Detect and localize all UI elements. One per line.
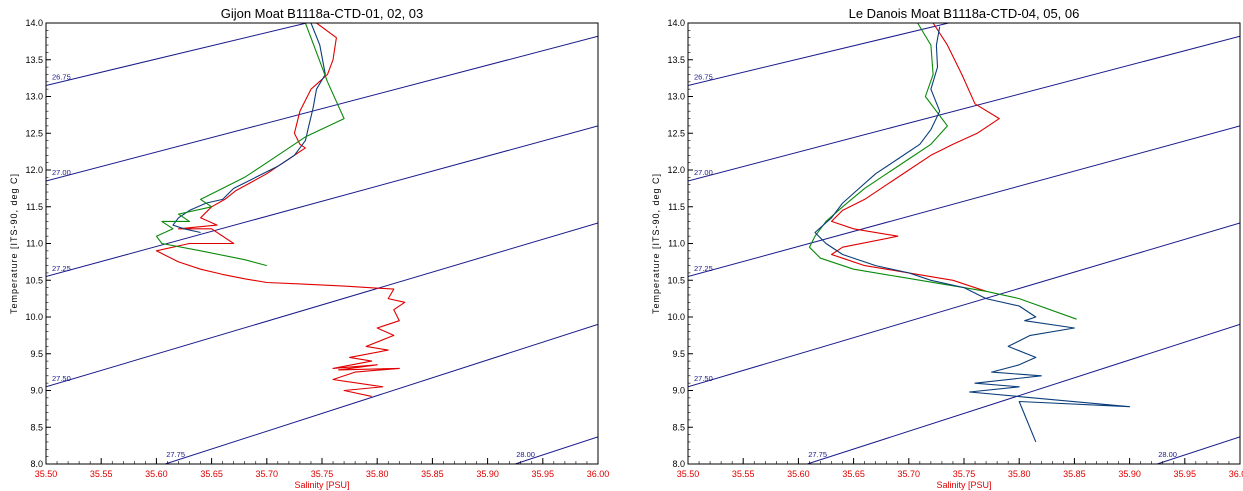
y-tick-label: 9.5 bbox=[30, 349, 43, 359]
x-tick-label: 35.65 bbox=[200, 469, 223, 479]
ts-profile-line bbox=[172, 23, 326, 234]
y-tick-label: 11.5 bbox=[26, 202, 43, 212]
y-tick-label: 12.0 bbox=[667, 165, 685, 175]
isopycnal-line bbox=[807, 323, 1240, 464]
x-tick-label: 35.55 bbox=[90, 469, 113, 479]
isopycnal-line bbox=[688, 23, 951, 86]
chart-title: Gijon Moat B1118a-CTD-01, 02, 03 bbox=[221, 6, 424, 21]
isopycnal-label: 27.00 bbox=[694, 168, 713, 177]
y-tick-label: 10.5 bbox=[25, 275, 43, 285]
x-tick-label: 35.50 bbox=[35, 469, 58, 479]
isopycnal-line bbox=[46, 125, 598, 278]
plot-frame bbox=[687, 22, 1241, 465]
isopycnal-line bbox=[688, 35, 1240, 182]
y-tick-label: 14.0 bbox=[667, 18, 685, 28]
x-tick-label: 35.60 bbox=[787, 469, 810, 479]
isopycnal-label: 27.00 bbox=[52, 168, 71, 177]
isopycnal-lines bbox=[46, 23, 598, 464]
y-tick-label: 8.5 bbox=[30, 422, 43, 432]
y-axis-label: Temperature [ITS-90, deg C] bbox=[9, 173, 19, 314]
isopycnal-label: 28.00 bbox=[1158, 450, 1177, 459]
ts-profile-line bbox=[808, 23, 1077, 320]
y-tick-label: 13.5 bbox=[667, 55, 685, 65]
y-tick-label: 9.0 bbox=[672, 386, 685, 396]
isopycnal-lines bbox=[688, 23, 1240, 464]
y-tick-label: 8.5 bbox=[672, 422, 685, 432]
isopycnal-label: 27.50 bbox=[694, 374, 713, 383]
x-tick-label: 35.65 bbox=[842, 469, 865, 479]
ts-profile-line bbox=[155, 23, 345, 267]
x-tick-label: 35.70 bbox=[898, 469, 921, 479]
x-tick-label: 35.75 bbox=[311, 469, 334, 479]
plot-frame bbox=[45, 22, 599, 465]
y-tick-label: 10.0 bbox=[667, 312, 685, 322]
y-tick-label: 8.0 bbox=[672, 459, 685, 469]
isopycnal-line bbox=[165, 323, 598, 464]
isopycnal-label: 27.75 bbox=[166, 450, 185, 459]
y-tick-label: 11.0 bbox=[26, 239, 43, 249]
isopycnal-label: 27.50 bbox=[52, 374, 71, 383]
x-tick-label: 35.85 bbox=[1063, 469, 1086, 479]
isopycnal-line bbox=[46, 222, 598, 388]
ts-profile-line bbox=[814, 26, 1131, 443]
x-tick-label: 35.95 bbox=[1174, 469, 1197, 479]
y-tick-label: 9.0 bbox=[30, 386, 43, 396]
y-tick-label: 14.0 bbox=[25, 18, 43, 28]
y-tick-label: 10.0 bbox=[25, 312, 43, 322]
y-tick-label: 13.0 bbox=[25, 92, 43, 102]
ts-profile-line bbox=[155, 23, 406, 397]
x-tick-label: 35.55 bbox=[732, 469, 755, 479]
y-tick-label: 10.5 bbox=[667, 275, 685, 285]
y-tick-label: 12.0 bbox=[25, 165, 43, 175]
y-tick-label: 13.5 bbox=[25, 55, 43, 65]
x-tick-label: 35.80 bbox=[1008, 469, 1031, 479]
x-tick-label: 35.75 bbox=[953, 469, 976, 479]
isopycnal-label: 26.75 bbox=[694, 73, 713, 82]
chart-panel-1: Gijon Moat B1118a-CTD-01, 02, 03 26.75 27.… bbox=[9, 6, 610, 490]
profile-series bbox=[155, 23, 406, 397]
isopycnal-label: 27.25 bbox=[694, 264, 713, 273]
isopycnal-line bbox=[46, 35, 598, 182]
isopycnal-line bbox=[46, 23, 309, 86]
y-tick-label: 9.5 bbox=[672, 349, 685, 359]
chart-panel-2: Le Danois Moat B1118a-CTD-04, 05, 06 26.7… bbox=[651, 6, 1243, 490]
x-tick-label: 36.00 bbox=[587, 469, 610, 479]
x-tick-label: 35.80 bbox=[366, 469, 389, 479]
x-axis-label: Salinity [PSU] bbox=[936, 480, 991, 490]
x-tick-label: 35.90 bbox=[1118, 469, 1141, 479]
y-tick-label: 12.5 bbox=[25, 128, 43, 138]
isopycnal-line bbox=[515, 436, 598, 464]
y-tick-label: 11.0 bbox=[668, 239, 685, 249]
x-tick-label: 36.00 bbox=[1229, 469, 1243, 479]
ts-profile-line bbox=[830, 23, 1000, 292]
chart-title: Le Danois Moat B1118a-CTD-04, 05, 06 bbox=[849, 6, 1080, 21]
isopycnal-label: 26.75 bbox=[52, 73, 71, 82]
x-tick-label: 35.50 bbox=[677, 469, 700, 479]
isopycnal-label: 28.00 bbox=[516, 450, 535, 459]
y-axis-label: Temperature [ITS-90, deg C] bbox=[651, 173, 661, 314]
isopycnal-label: 27.75 bbox=[808, 450, 827, 459]
isopycnal-line bbox=[1157, 436, 1240, 464]
x-tick-label: 35.95 bbox=[532, 469, 555, 479]
y-tick-label: 13.0 bbox=[667, 92, 685, 102]
x-tick-label: 35.90 bbox=[476, 469, 499, 479]
x-tick-label: 35.70 bbox=[256, 469, 279, 479]
y-tick-label: 12.5 bbox=[667, 128, 685, 138]
y-tick-label: 11.5 bbox=[668, 202, 685, 212]
y-tick-label: 8.0 bbox=[30, 459, 43, 469]
isopycnal-line bbox=[688, 222, 1240, 388]
x-axis-label: Salinity [PSU] bbox=[294, 480, 349, 490]
isopycnal-line bbox=[688, 125, 1240, 278]
x-tick-label: 35.85 bbox=[421, 469, 444, 479]
profile-series bbox=[808, 23, 1131, 443]
x-tick-label: 35.60 bbox=[145, 469, 168, 479]
isopycnal-label: 27.25 bbox=[52, 264, 71, 273]
